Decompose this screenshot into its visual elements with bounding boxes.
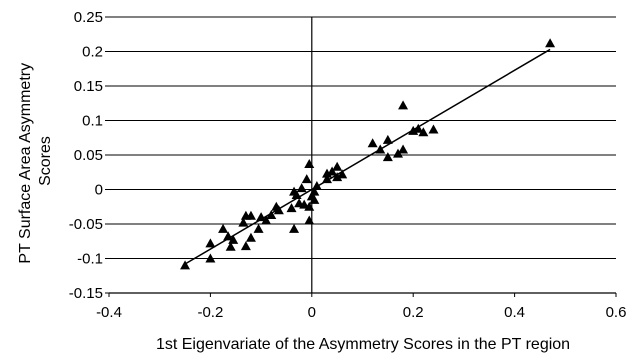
y-tick-label: 0 bbox=[95, 182, 103, 199]
data-point bbox=[205, 238, 216, 248]
y-tick-label: 0.1 bbox=[82, 113, 103, 130]
data-point bbox=[291, 190, 302, 200]
data-point bbox=[375, 144, 386, 154]
x-axis-title: 1st Eigenvariate of the Asymmetry Scores… bbox=[156, 336, 570, 353]
data-point bbox=[332, 161, 343, 171]
x-tick-label: 0.6 bbox=[606, 304, 627, 321]
data-point bbox=[286, 203, 297, 213]
data-point bbox=[228, 234, 239, 244]
data-point bbox=[261, 215, 272, 225]
data-point bbox=[205, 253, 216, 263]
data-point bbox=[218, 223, 229, 233]
data-point bbox=[382, 134, 393, 144]
data-point bbox=[256, 212, 267, 222]
data-point bbox=[545, 38, 556, 48]
data-point bbox=[180, 260, 191, 270]
y-tick-label: -0.1 bbox=[77, 251, 103, 268]
data-point bbox=[367, 138, 378, 148]
data-point bbox=[337, 169, 348, 179]
data-point bbox=[296, 183, 307, 193]
x-tick-label: 0.4 bbox=[504, 304, 525, 321]
data-point bbox=[273, 205, 284, 215]
trendline bbox=[184, 48, 551, 265]
y-axis-title-line-2: Scores bbox=[37, 136, 54, 186]
x-tick-label: 0.2 bbox=[403, 304, 424, 321]
y-tick-label: -0.05 bbox=[69, 216, 103, 233]
trendline-group bbox=[184, 48, 551, 265]
data-point bbox=[223, 231, 234, 241]
axes bbox=[109, 17, 616, 294]
y-tick-label: 0.15 bbox=[74, 78, 103, 95]
y-tick-label: -0.15 bbox=[69, 285, 103, 302]
data-point bbox=[398, 100, 409, 110]
data-point bbox=[392, 148, 403, 158]
data-point bbox=[245, 210, 256, 220]
y-axis-title: PT Surface Area Asymmetry Scores bbox=[17, 58, 54, 263]
x-tick-labels: -0.4 -0.2 0 0.2 0.4 0.6 bbox=[96, 293, 626, 321]
data-point bbox=[225, 241, 236, 251]
data-point bbox=[398, 144, 409, 154]
data-point bbox=[332, 172, 343, 182]
y-tick-label: 0.25 bbox=[74, 9, 103, 26]
y-tick-labels: 0.25 0.2 0.15 0.1 0.05 0 -0.05 -0.1 -0.15 bbox=[69, 9, 109, 302]
data-point bbox=[253, 223, 264, 233]
y-tick-label: 0.05 bbox=[74, 147, 103, 164]
data-point bbox=[382, 152, 393, 162]
grid-lines bbox=[109, 16, 616, 259]
x-tick-label: -0.4 bbox=[96, 304, 122, 321]
data-point bbox=[301, 174, 312, 184]
data-point bbox=[289, 223, 300, 233]
y-tick-label: 0.2 bbox=[82, 44, 103, 61]
data-point bbox=[418, 127, 429, 137]
data-point bbox=[322, 168, 333, 178]
data-point bbox=[240, 241, 251, 251]
data-point bbox=[322, 174, 333, 184]
y-axis-title-line-1: PT Surface Area Asymmetry bbox=[17, 63, 34, 264]
data-point bbox=[266, 210, 277, 220]
data-point bbox=[304, 215, 315, 225]
data-point bbox=[428, 124, 439, 134]
data-point bbox=[408, 125, 419, 135]
x-tick-label: -0.2 bbox=[197, 304, 223, 321]
x-tick-label: 0 bbox=[308, 304, 316, 321]
data-point bbox=[238, 217, 249, 227]
data-point bbox=[245, 232, 256, 242]
data-point bbox=[304, 158, 315, 168]
